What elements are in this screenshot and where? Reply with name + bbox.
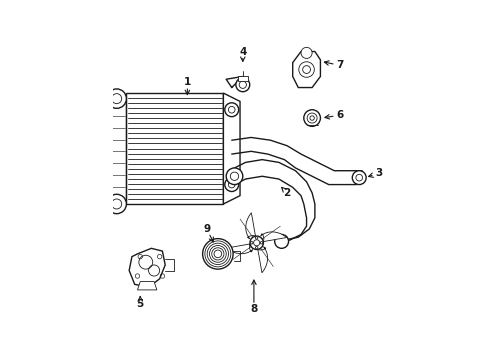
Circle shape <box>275 234 289 248</box>
Circle shape <box>250 236 264 249</box>
Circle shape <box>226 168 243 185</box>
Polygon shape <box>246 213 255 239</box>
Text: 7: 7 <box>336 60 343 70</box>
Circle shape <box>250 242 253 244</box>
Polygon shape <box>293 51 320 87</box>
Circle shape <box>225 103 239 117</box>
Circle shape <box>225 177 239 192</box>
Polygon shape <box>258 247 268 273</box>
Circle shape <box>107 89 126 108</box>
Polygon shape <box>261 232 287 242</box>
Circle shape <box>236 78 250 92</box>
Polygon shape <box>107 96 126 201</box>
Text: 1: 1 <box>184 77 191 87</box>
Circle shape <box>255 237 258 239</box>
Text: 6: 6 <box>336 110 343 120</box>
Polygon shape <box>138 282 157 290</box>
Polygon shape <box>227 244 253 254</box>
Circle shape <box>255 247 258 249</box>
Circle shape <box>260 242 263 244</box>
Circle shape <box>301 48 312 58</box>
Text: 3: 3 <box>375 168 382 179</box>
Polygon shape <box>129 248 165 287</box>
Text: 4: 4 <box>239 46 246 57</box>
Circle shape <box>203 239 233 269</box>
Polygon shape <box>238 76 248 81</box>
Text: 9: 9 <box>203 224 210 234</box>
Text: 2: 2 <box>284 188 291 198</box>
Text: 5: 5 <box>137 299 144 309</box>
Circle shape <box>304 110 320 126</box>
Circle shape <box>352 171 366 185</box>
Circle shape <box>299 62 314 77</box>
Circle shape <box>107 194 126 214</box>
Text: 8: 8 <box>250 304 258 314</box>
Polygon shape <box>126 93 223 204</box>
Polygon shape <box>223 93 240 204</box>
